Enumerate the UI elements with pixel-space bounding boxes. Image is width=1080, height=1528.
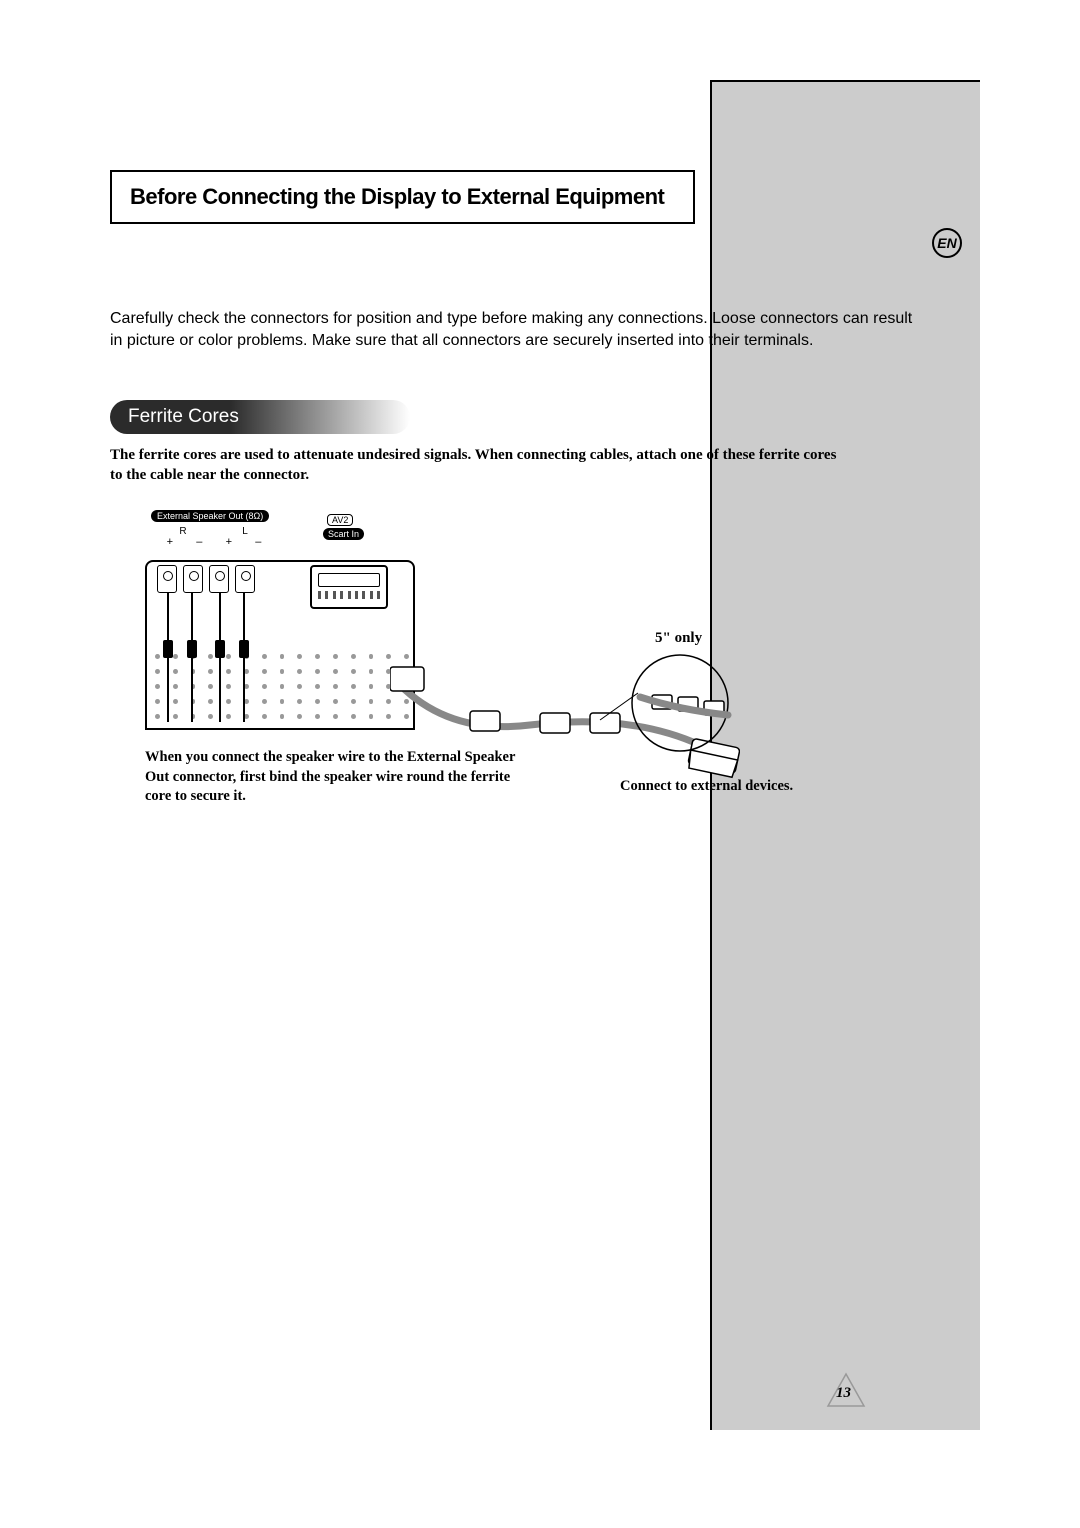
section-description: The ferrite cores are used to attenuate … bbox=[110, 445, 840, 486]
section-header-text: Ferrite Cores bbox=[110, 406, 239, 428]
page-frame: Before Connecting the Display to Externa… bbox=[110, 80, 980, 1430]
speaker-terminals bbox=[157, 565, 255, 593]
terminal-icon bbox=[209, 565, 229, 593]
scart-port-icon bbox=[310, 565, 388, 609]
terminal-icon bbox=[157, 565, 177, 593]
page-number: 13 bbox=[836, 1385, 851, 1402]
ferrite-core-icon bbox=[163, 640, 173, 658]
language-badge: EN bbox=[932, 228, 962, 258]
terminal-icon bbox=[183, 565, 203, 593]
title-bar: Before Connecting the Display to Externa… bbox=[110, 170, 695, 224]
polarity-labels: + – + – bbox=[155, 536, 273, 548]
terminal-icon bbox=[235, 565, 255, 593]
intro-paragraph: Carefully check the connectors for posit… bbox=[110, 308, 925, 351]
section-header: Ferrite Cores bbox=[110, 400, 410, 434]
speaker-wire-note: When you connect the speaker wire to the… bbox=[145, 748, 525, 807]
scart-label: Scart In bbox=[323, 528, 364, 540]
ferrite-core-icon bbox=[187, 640, 197, 658]
rear-panel-diagram: External Speaker Out (8Ω) R L + – + – AV… bbox=[145, 510, 420, 740]
speaker-out-label: External Speaker Out (8Ω) bbox=[151, 510, 269, 522]
ferrite-core-icon bbox=[215, 640, 225, 658]
vent-holes bbox=[155, 654, 409, 724]
sidebar-column bbox=[710, 80, 980, 1430]
size-note: 5" only bbox=[655, 630, 702, 647]
external-device-note: Connect to external devices. bbox=[620, 778, 793, 795]
ferrite-core-icon bbox=[239, 640, 249, 658]
av2-label: AV2 bbox=[327, 514, 353, 526]
page-title: Before Connecting the Display to Externa… bbox=[130, 184, 675, 210]
language-text: EN bbox=[937, 235, 956, 251]
